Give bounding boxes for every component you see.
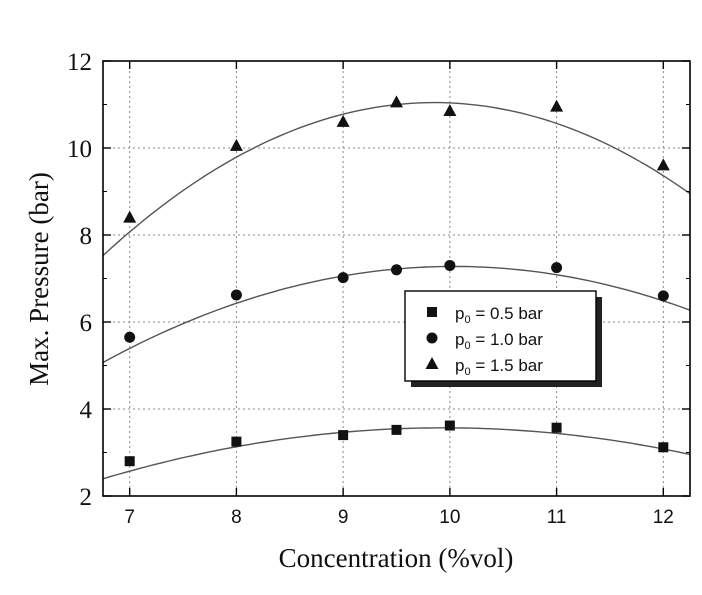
- y-tick-label: 6: [80, 310, 93, 337]
- data-point-circle: [551, 262, 563, 274]
- y-axis-label: Max. Pressure (bar): [24, 172, 54, 386]
- legend-marker-circle: [426, 332, 438, 344]
- data-point-circle: [337, 272, 349, 284]
- x-tick-label: 9: [338, 507, 349, 528]
- data-point-square: [124, 456, 135, 467]
- x-axis-label: Concentration (%vol): [279, 543, 514, 573]
- axis-ticks: 7 8 9 10 11 12 2 4 6 8 10 12: [67, 49, 690, 528]
- x-tick-label: 11: [547, 507, 567, 528]
- data-point-circle: [444, 259, 456, 271]
- data-point-square: [391, 424, 402, 435]
- y-tick-label: 4: [80, 397, 93, 424]
- y-tick-label: 10: [67, 136, 92, 163]
- y-tick-label: 12: [67, 49, 92, 76]
- data-point-triangle: [123, 210, 137, 223]
- plot-area: [103, 61, 690, 496]
- data-point-triangle: [656, 158, 670, 171]
- data-point-square: [231, 436, 242, 447]
- legend-label: p0 = 1.5 bar: [455, 356, 543, 378]
- x-tick-label: 7: [124, 507, 135, 528]
- data-point-square: [338, 430, 349, 441]
- data-point-square: [444, 420, 455, 431]
- legend: p0 = 0.5 bar p0 = 1.0 bar p0 = 1.5 bar: [404, 290, 602, 387]
- data-point-circle: [230, 289, 242, 301]
- data-point-triangle: [229, 138, 243, 151]
- y-tick-label: 2: [80, 484, 93, 511]
- legend-entries: p0 = 0.5 bar p0 = 1.0 bar p0 = 1.5 bar: [425, 304, 543, 378]
- data-point-triangle: [390, 95, 403, 108]
- data-point-circle: [391, 264, 402, 276]
- data-point-circle: [657, 290, 669, 302]
- data-points: [123, 95, 670, 467]
- data-point-square: [658, 442, 669, 453]
- legend-label: p0 = 0.5 bar: [455, 304, 543, 326]
- x-tick-label: 8: [231, 507, 242, 528]
- x-tick-label: 10: [439, 507, 460, 528]
- legend-label: p0 = 1.0 bar: [455, 330, 543, 352]
- y-tick-label: 8: [80, 223, 93, 250]
- data-point-square: [551, 422, 562, 433]
- data-point-triangle: [336, 114, 350, 127]
- x-tick-label: 12: [653, 507, 674, 528]
- data-point-circle: [124, 331, 136, 343]
- data-point-triangle: [550, 99, 564, 112]
- data-point-triangle: [443, 104, 457, 117]
- legend-marker-square: [427, 307, 437, 317]
- legend-marker-triangle: [425, 357, 439, 369]
